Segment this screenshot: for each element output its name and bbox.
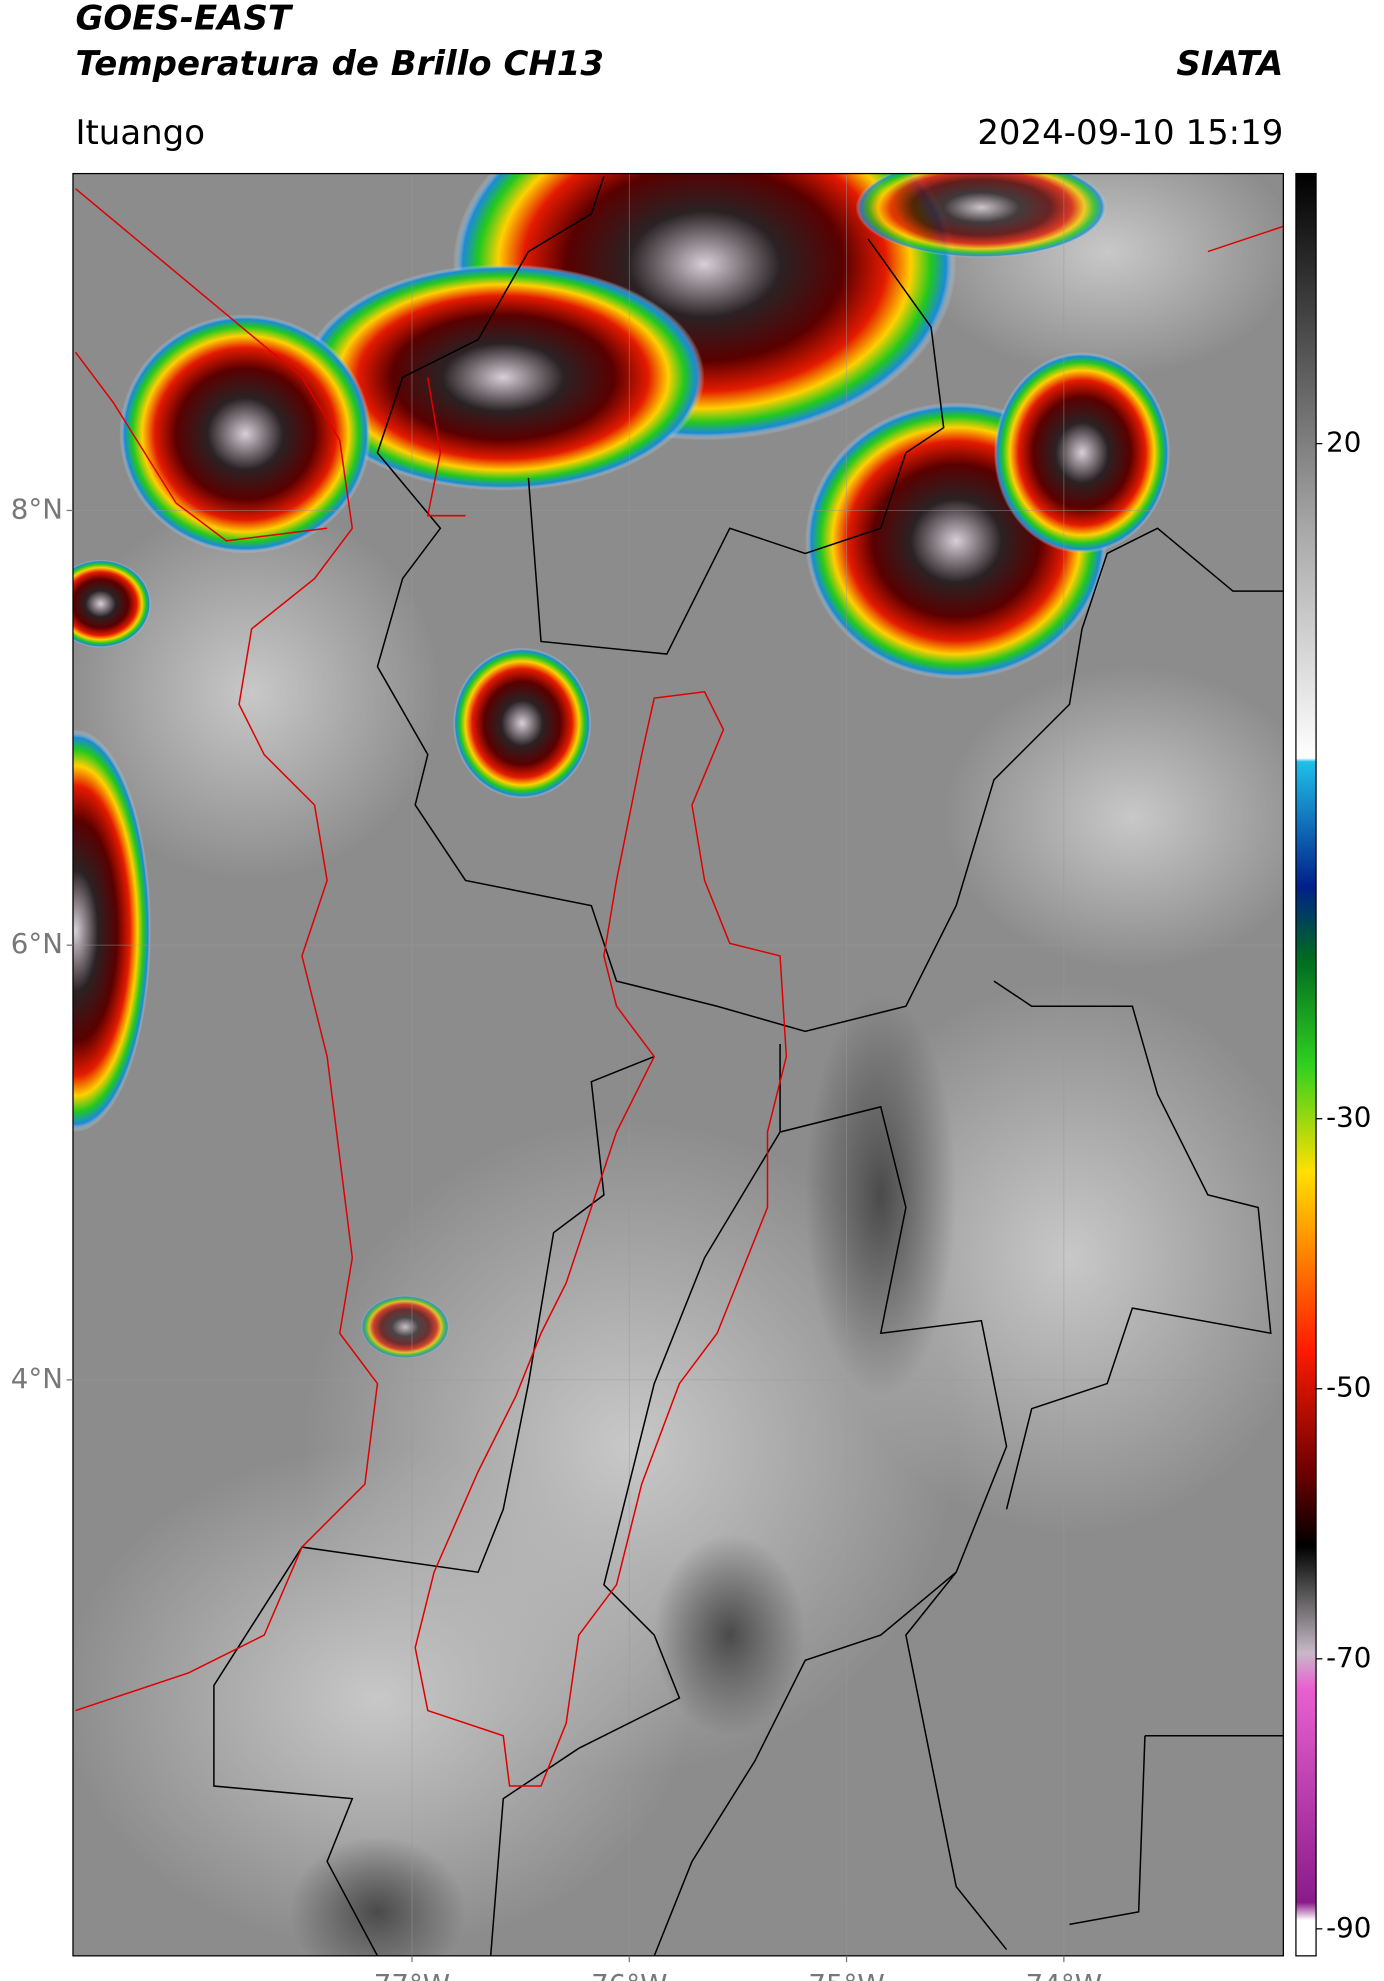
colorbar-tick-label: -30 — [1326, 1101, 1371, 1134]
map-frame — [72, 172, 1284, 1957]
map-ticks: 77°W 76°W 75°W 74°W 8°N 6°N 4°N — [11, 492, 1102, 1981]
colorbar-tick-label: -50 — [1326, 1371, 1371, 1404]
colorbar — [1295, 172, 1317, 1957]
department-outline — [74, 188, 1284, 1787]
x-tick-label: 77°W — [374, 1968, 450, 1981]
colorbar-tick-label: -70 — [1326, 1641, 1371, 1674]
datetime: 2024-09-10 15:19 — [977, 113, 1283, 153]
storm-cells — [72, 173, 1171, 1359]
colorbar-ticks: 20 -30 -50 -70 -90 — [1316, 426, 1371, 1944]
colorbar-tick-label: 20 — [1326, 426, 1361, 459]
graticule — [72, 173, 1284, 1956]
subtitle: Temperatura de Brillo CH13 — [75, 44, 604, 84]
borders — [213, 175, 1284, 1956]
x-tick-label: 76°W — [591, 1968, 667, 1981]
x-tick-label: 74°W — [1026, 1968, 1102, 1981]
title: GOES-EAST — [75, 0, 293, 39]
y-tick-label: 4°N — [11, 1362, 63, 1395]
map — [72, 173, 1284, 1956]
y-tick-label: 6°N — [11, 927, 63, 960]
source: SIATA — [1176, 44, 1283, 84]
y-tick-label: 8°N — [11, 492, 63, 525]
colorbar-tick-label: -90 — [1326, 1911, 1371, 1944]
location: Ituango — [75, 113, 205, 153]
x-tick-label: 75°W — [808, 1968, 884, 1981]
